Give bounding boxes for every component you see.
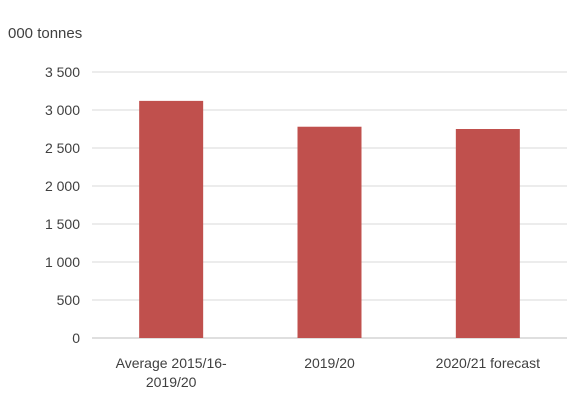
x-tick-label: Average 2015/16-2019/20 bbox=[116, 355, 227, 390]
y-tick-label: 2 000 bbox=[45, 178, 80, 194]
y-axis-ticks: 0 500 1 000 1 500 2 000 2 500 3 000 3 500 bbox=[45, 64, 80, 346]
bar bbox=[455, 129, 520, 338]
bar bbox=[297, 126, 362, 338]
x-tick-label: 2020/21 forecast bbox=[436, 355, 540, 371]
unit-label: 000 tonnes bbox=[8, 25, 82, 42]
y-tick-label: 1 000 bbox=[45, 254, 80, 270]
y-tick-label: 0 bbox=[72, 330, 80, 346]
y-tick-label: 3 000 bbox=[45, 102, 80, 118]
x-tick-label: 2019/20 bbox=[304, 355, 355, 371]
y-tick-label: 3 500 bbox=[45, 64, 80, 80]
bars bbox=[139, 100, 520, 338]
bar bbox=[139, 100, 204, 338]
y-tick-label: 2 500 bbox=[45, 140, 80, 156]
x-axis-ticks: Average 2015/16-2019/20 2019/20 2020/21 fo… bbox=[116, 355, 540, 390]
y-tick-label: 1 500 bbox=[45, 216, 80, 232]
y-tick-label: 500 bbox=[57, 292, 81, 308]
